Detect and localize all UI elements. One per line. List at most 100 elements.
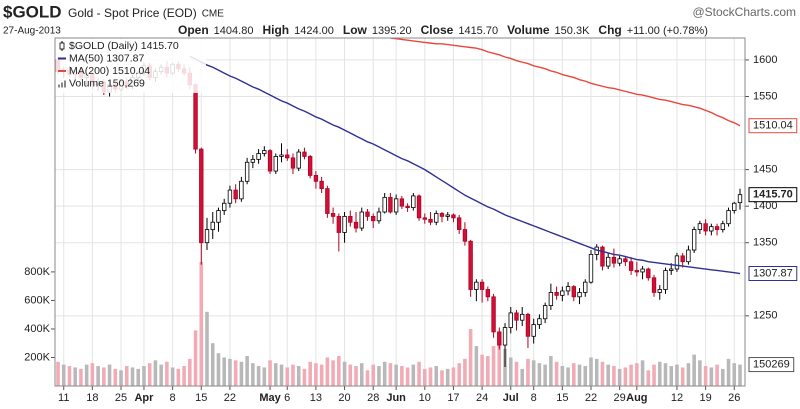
x-tick-label: 13 [310,392,322,404]
volume-bar [721,368,725,386]
candle-body [468,240,473,290]
candle-body [485,289,491,298]
volume-bar [526,358,530,386]
candle-body [422,217,427,220]
volume-bar [262,367,267,386]
volume-bar [67,366,72,386]
volume-bar [640,360,645,386]
volume-bar [520,368,524,386]
y2-tick-label: 200K [24,351,50,363]
volume-bar [256,366,261,386]
volume-bar [142,366,146,386]
volume-bar [325,357,330,386]
volume-bar [296,366,301,386]
volume-bar [188,358,192,386]
x-tick-label: Jul [503,392,519,404]
volume-bar [233,360,238,386]
volume-bar [251,363,255,386]
candle-body [588,254,594,283]
candle-body [703,223,708,232]
volume-bar [124,366,129,386]
moving-average [390,38,741,127]
exchange: CME [202,9,225,20]
volume-bar [394,364,398,386]
volume-bar [531,360,536,386]
candle-body [714,226,720,230]
volume-bar [468,328,473,386]
candle-body [611,256,617,264]
quote-label: Volume [507,23,550,37]
volume-bar [566,367,570,386]
quote-label: Close [421,23,454,37]
volume-bar [583,366,588,386]
candle-body [307,156,313,176]
volume-bar [514,361,519,386]
y-tick-label: 1350 [753,237,777,249]
legend-entry: Volume 150,269 [69,77,145,89]
volume-bar [274,363,278,386]
volume-bar [182,366,186,386]
candle-body [663,270,668,290]
legend-swatch [58,84,60,88]
x-tick-label: 15 [556,392,568,404]
legend-bg [56,39,206,93]
x-tick-label: 26 [728,392,740,404]
candle-body [411,195,416,209]
x-tick-label: 10 [419,392,431,404]
x-tick-label: Apr [134,392,154,404]
candle-body [737,194,743,204]
candle-body [686,249,691,263]
volume-bar [165,361,169,386]
candle-body [285,154,290,159]
volume-bar [440,370,444,386]
volume-bar [216,353,221,386]
candle-body [416,195,422,219]
volume-bar [537,363,542,386]
quote-label: Chg [598,23,621,37]
candle-body [216,210,221,223]
candle-body [462,229,468,242]
candle-body [720,223,725,230]
candle-body [657,289,662,293]
volume-bar [606,364,610,386]
candle-body [537,318,542,325]
candle-body [393,198,399,213]
volume-bar [463,358,467,386]
candle-body [199,148,204,244]
end-label: 150269 [748,357,795,373]
candle-body [376,211,382,222]
volume-bar [703,366,708,386]
x-tick-label: 18 [86,392,98,404]
volume-bar [285,367,290,386]
end-label-box [748,118,798,134]
volume-bar [84,364,89,386]
candle-body [623,258,628,263]
x-tick-label: 22 [224,392,236,404]
volume-bar [549,356,553,386]
volume-bar [417,361,421,386]
volume-bar [497,340,502,386]
candle-body [726,210,731,225]
candle-body [250,158,256,163]
candle-body [628,261,634,271]
volume-bar [359,363,364,386]
candle-body [583,281,588,293]
end-label-text: 1415.70 [753,189,793,201]
volume-bar [508,357,513,386]
quote-value: 1424.00 [294,25,334,37]
volume-bar [107,364,112,386]
candle-body [239,180,244,200]
volume-bar [388,363,393,386]
candle-body [222,202,227,211]
candle-body [445,214,450,217]
quote-value: 1395.20 [372,25,412,37]
candle-body [640,268,645,273]
candle-body [491,296,496,333]
volume-bar [480,354,484,386]
volume-bar [228,358,232,386]
candle-body [651,277,657,293]
volume-bar [686,363,691,386]
volume-bar [646,370,651,386]
candle-body [577,292,582,298]
